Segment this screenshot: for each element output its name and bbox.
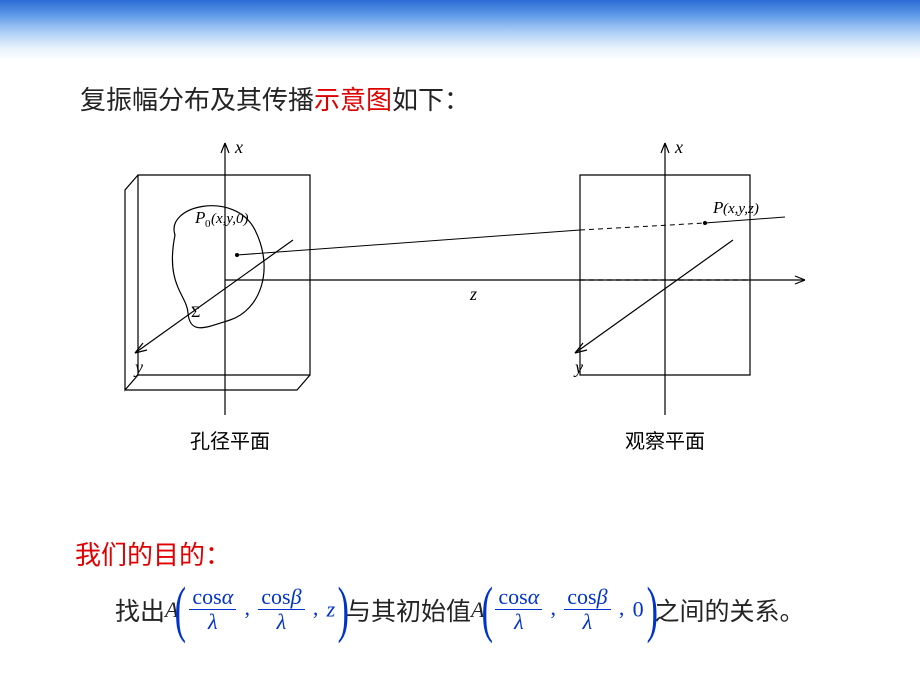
intro-part1: 复振幅分布及其传播 bbox=[80, 86, 314, 115]
z-arg: z bbox=[327, 597, 336, 622]
svg-text:x: x bbox=[674, 137, 683, 157]
svg-text:P: P bbox=[194, 208, 205, 227]
svg-text:P: P bbox=[712, 198, 723, 217]
intro-highlight: 示意图 bbox=[314, 86, 392, 115]
intro-text: 复振幅分布及其传播示意图如下： bbox=[80, 80, 470, 117]
formula-prefix: 找出 bbox=[115, 592, 165, 628]
svg-text:y: y bbox=[133, 357, 143, 377]
aperture-plane-label: 孔径平面 bbox=[190, 425, 270, 454]
svg-text:y: y bbox=[573, 357, 583, 377]
intro-part2: 如下： bbox=[392, 86, 470, 115]
observation-plane-label: 观察平面 bbox=[625, 425, 705, 454]
formula-suffix: 之间的关系。 bbox=[655, 592, 805, 628]
svg-text:(x,y,z): (x,y,z) bbox=[723, 201, 759, 217]
formula-middle: 与其初始值 bbox=[346, 592, 471, 628]
formula-line: 找出 A ( cosαλ , cosβλ , z ) 与其初始值 A ( cos… bbox=[115, 585, 805, 634]
svg-text:z: z bbox=[469, 284, 477, 304]
svg-text:(x,y,0): (x,y,0) bbox=[211, 211, 248, 227]
zero-arg: 0 bbox=[633, 597, 644, 622]
propagation-diagram: Σ x y P 0 (x,y,0) x y bbox=[105, 135, 805, 455]
purpose-heading: 我们的目的： bbox=[75, 535, 231, 572]
svg-text:x: x bbox=[234, 137, 243, 157]
